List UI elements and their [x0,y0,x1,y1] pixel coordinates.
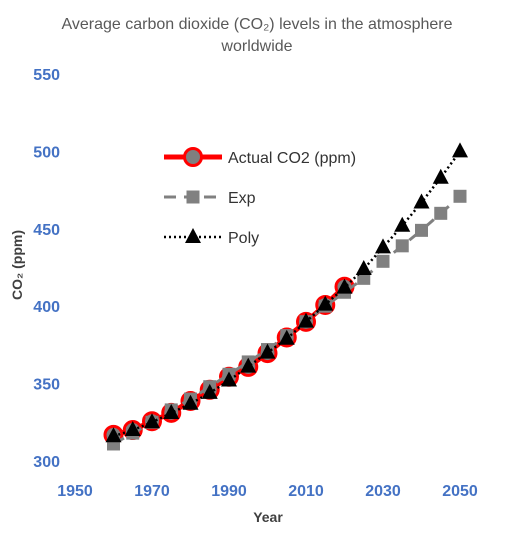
y-axis-label: CO₂ (ppm) [9,230,25,300]
y-tick-label: 400 [33,299,60,316]
data-point [413,193,430,209]
y-tick-label: 550 [33,67,60,84]
plot-area [103,142,468,451]
legend: Actual CO2 (ppm) Exp Poly [164,147,356,247]
data-point [394,216,411,232]
data-point [259,343,276,359]
legend-label: Poly [228,230,259,247]
data-point [163,404,180,420]
series-poly [105,142,468,443]
chart-title-line-1: Average carbon dioxide (CO₂) levels in t… [61,16,452,33]
y-tick-label: 350 [33,377,60,394]
x-tick-label: 2010 [288,483,324,500]
x-tick-label: 2050 [442,483,478,500]
legend-entry: Poly [164,228,259,247]
y-tick-label: 500 [33,144,60,161]
x-tick-label: 1970 [134,483,170,500]
data-point [375,238,391,254]
data-point [395,239,409,253]
data-point [105,427,122,443]
x-axis-label: Year [253,509,283,525]
legend-entry: Actual CO2 (ppm) [164,147,356,167]
x-tick-label: 2030 [365,483,401,500]
y-tick-label: 300 [33,454,60,471]
data-point [432,168,449,184]
data-point [144,413,160,429]
data-point [355,260,372,276]
data-point [201,383,218,399]
data-point [336,278,353,294]
data-point [221,371,237,387]
legend-swatch-marker [185,228,201,243]
data-point [415,223,428,237]
data-point [317,295,334,311]
chart-title-line-2: worldwide [220,38,292,55]
y-axis-ticks: 300 350 400 450 500 550 [33,67,60,471]
x-axis-ticks: 1950 1970 1990 2010 2030 2050 [57,483,478,500]
legend-label: Exp [228,190,256,207]
data-point [278,329,295,345]
data-point [452,142,468,158]
data-point [298,312,314,328]
legend-label: Actual CO2 (ppm) [228,150,356,167]
data-point [376,254,390,268]
data-point [357,271,371,285]
y-tick-label: 450 [33,222,60,239]
series-exp [107,189,467,451]
legend-entry: Exp [164,190,256,207]
series-line [113,150,462,438]
data-point [182,394,199,410]
data-point [124,421,141,437]
data-point [453,189,467,203]
x-tick-label: 1950 [57,483,93,500]
data-point [240,357,257,373]
x-tick-label: 1990 [211,483,247,500]
series-actual-co2-ppm [103,276,355,445]
legend-swatch-marker [186,190,200,204]
data-point [434,206,448,220]
legend-swatch-marker [183,147,203,167]
